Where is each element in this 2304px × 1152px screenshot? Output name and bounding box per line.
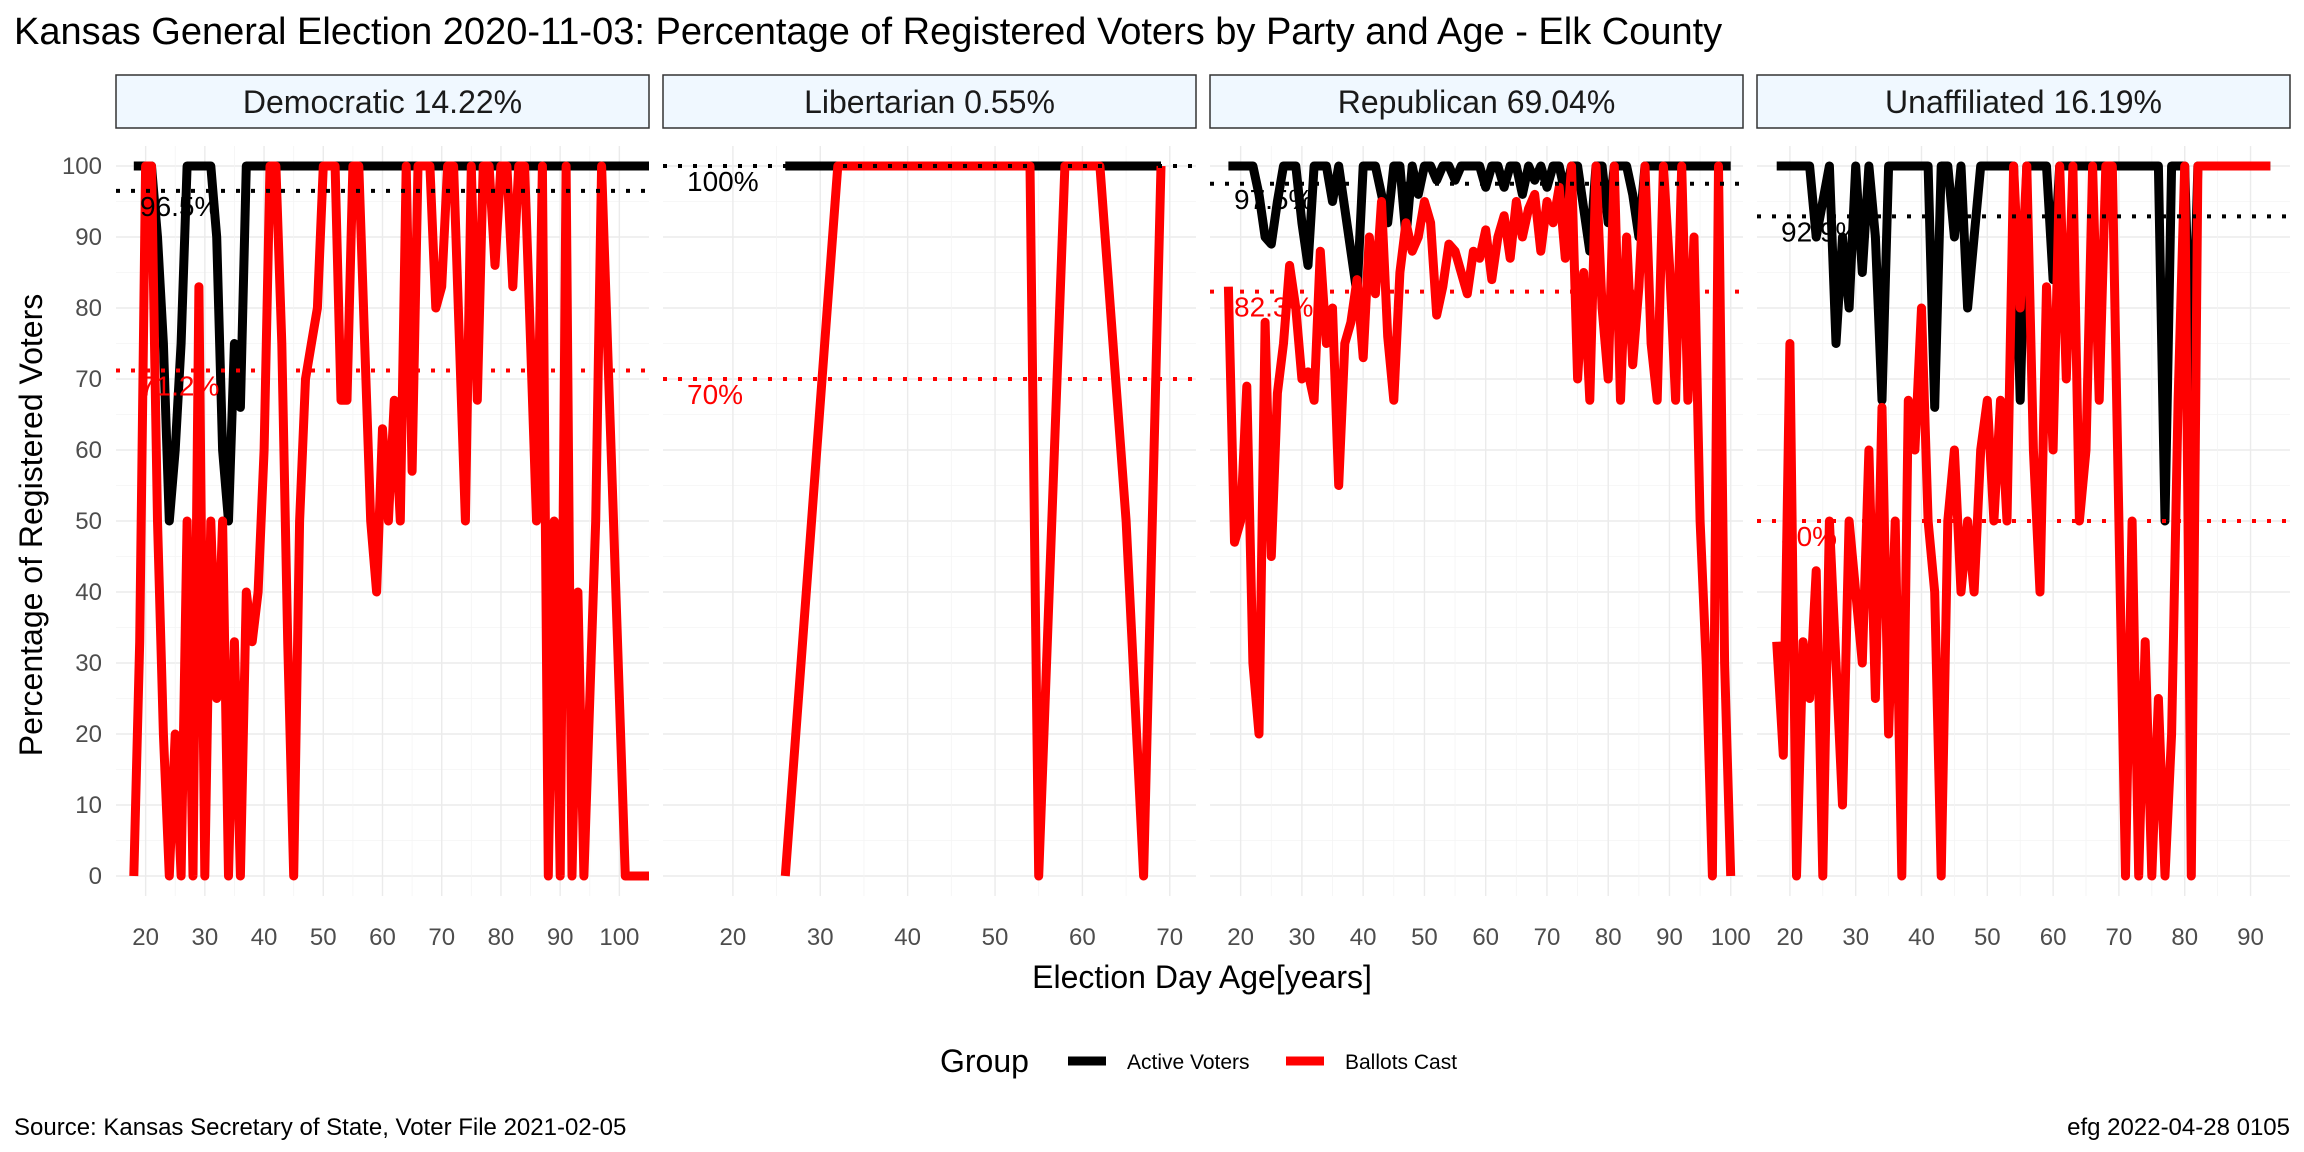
facet-strip-label: Democratic 14.22%: [243, 84, 522, 120]
y-tick-label: 90: [75, 224, 102, 251]
x-tick-label: 60: [1472, 924, 1499, 951]
y-tick-label: 100: [62, 153, 102, 180]
ballots-cast-line: [129, 161, 649, 881]
facet-strip-label: Libertarian 0.55%: [804, 84, 1055, 120]
x-tick-label: 80: [488, 924, 515, 951]
facet-strip: [1756, 74, 2291, 129]
y-tick-label: 10: [75, 792, 102, 819]
facet-strip-label: Unaffiliated 16.19%: [1885, 84, 2162, 120]
facet-panel: Libertarian 0.55% 20 30 40 50 60 70 100% 70%: [662, 74, 1197, 951]
facet-strip-label: Republican 69.04%: [1338, 84, 1616, 120]
x-tick-label: 60: [2040, 924, 2067, 951]
x-tick-label: 50: [982, 924, 1009, 951]
facet-panels: 0 10 20 30 40 50 60 70 80 90 100 Democratic 14.22% 2…: [62, 74, 2291, 951]
x-tick-label: 50: [1974, 924, 2001, 951]
y-axis-label: Percentage of Registered Voters: [13, 294, 49, 757]
x-tick-label: 20: [1227, 924, 1254, 951]
x-tick-label: 100: [1711, 924, 1751, 951]
y-tick-label: 40: [75, 579, 102, 606]
ballots-mean-label: 50%: [1781, 521, 1837, 552]
y-tick-label: 30: [75, 650, 102, 677]
ballots-mean-label: 71.2%: [140, 370, 219, 401]
y-tick-label: 20: [75, 721, 102, 748]
x-tick-label: 20: [132, 924, 159, 951]
x-axis-label: Election Day Age[years]: [1032, 959, 1372, 995]
legend-label-ballots: Ballots Cast: [1345, 1051, 1457, 1074]
ballots-mean-label: 82.3%: [1234, 292, 1313, 323]
x-tick-label: 90: [2237, 924, 2264, 951]
ballots-cast-line: [780, 161, 1166, 881]
ballots-cast-line: [1772, 161, 2271, 881]
facet-strip: [662, 74, 1197, 129]
facet-panel: Democratic 14.22% 20 30 40 50 60 70 80 90 100 96.5…: [115, 74, 650, 951]
x-tick-label: 30: [807, 924, 834, 951]
x-tick-label: 90: [547, 924, 574, 951]
x-tick-label: 60: [1069, 924, 1096, 951]
x-tick-label: 90: [1656, 924, 1683, 951]
x-tick-label: 20: [720, 924, 747, 951]
active-mean-label: 100%: [687, 166, 759, 197]
active-mean-label: 97.5%: [1234, 184, 1313, 215]
chart-title: Kansas General Election 2020-11-03: Perc…: [14, 11, 1722, 53]
x-tick-label: 70: [428, 924, 455, 951]
x-tick-label: 80: [2171, 924, 2198, 951]
legend-label-active: Active Voters: [1127, 1051, 1250, 1074]
x-tick-label: 70: [2106, 924, 2133, 951]
legend-title: Group: [940, 1043, 1029, 1079]
x-tick-label: 40: [1908, 924, 1935, 951]
x-tick-label: 30: [191, 924, 218, 951]
x-tick-label: 40: [1350, 924, 1377, 951]
facet-strip: [115, 74, 650, 129]
facet-panel: Republican 69.04% 20 30 40 50 60 70 80 90 100 97.5…: [1209, 74, 1751, 951]
x-tick-label: 50: [1411, 924, 1438, 951]
y-tick-label: 70: [75, 366, 102, 393]
y-tick-label: 80: [75, 295, 102, 322]
x-tick-label: 30: [1289, 924, 1316, 951]
x-tick-label: 80: [1595, 924, 1622, 951]
y-tick-label: 0: [89, 863, 102, 890]
facet-strip: [1209, 74, 1744, 129]
ballots-mean-label: 70%: [687, 379, 743, 410]
x-tick-label: 50: [310, 924, 337, 951]
facet-panel: Unaffiliated 16.19% 20 30 40 50 60 70 80 90 92.9%…: [1756, 74, 2291, 951]
x-tick-label: 20: [1777, 924, 1804, 951]
source-caption: Source: Kansas Secretary of State, Voter…: [14, 1114, 626, 1141]
date-caption: efg 2022-04-28 0105: [2067, 1114, 2290, 1141]
x-tick-label: 60: [369, 924, 396, 951]
x-tick-label: 40: [251, 924, 278, 951]
y-tick-label: 60: [75, 437, 102, 464]
active-mean-label: 92.9%: [1781, 216, 1860, 247]
x-tick-label: 30: [1842, 924, 1869, 951]
active-mean-label: 96.5%: [140, 191, 219, 222]
x-tick-label: 40: [894, 924, 921, 951]
x-tick-label: 70: [1156, 924, 1183, 951]
x-tick-label: 70: [1534, 924, 1561, 951]
x-tick-label: 100: [599, 924, 639, 951]
legend: Group Active Voters Ballots Cast: [940, 1043, 1457, 1079]
ballots-cast-line: [1223, 161, 1736, 881]
y-tick-label: 50: [75, 508, 102, 535]
